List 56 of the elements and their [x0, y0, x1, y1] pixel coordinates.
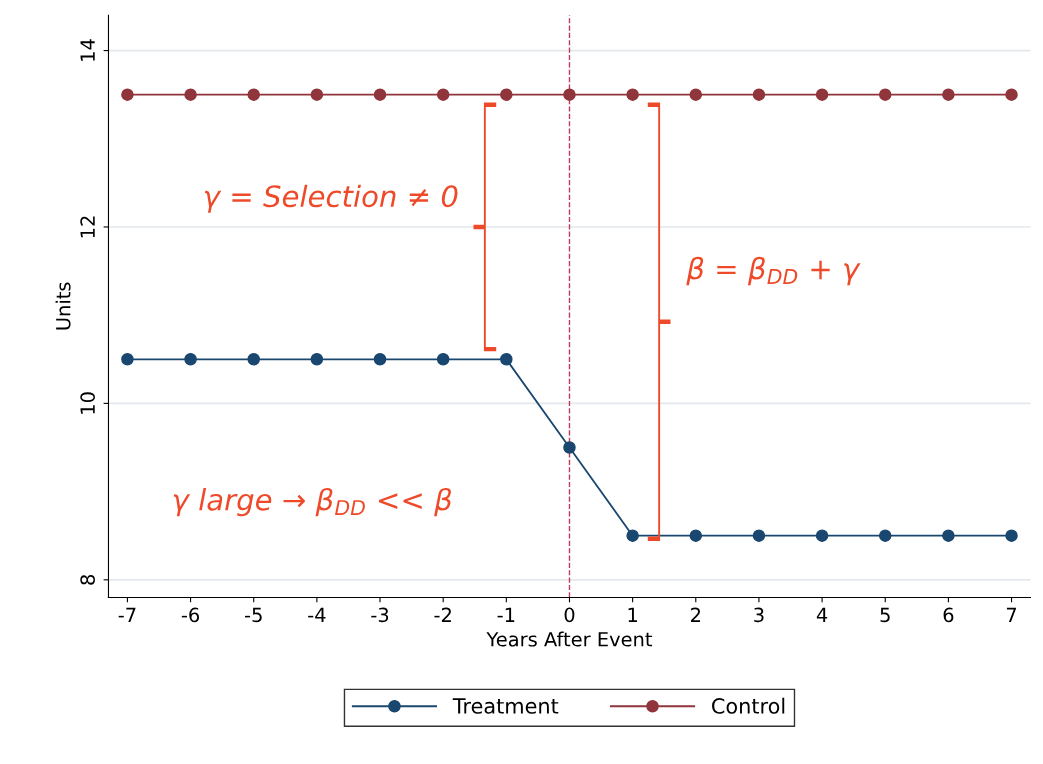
point [184, 88, 197, 101]
x-tick-label: 0 [564, 607, 575, 623]
x-tick-label: 2 [691, 607, 701, 622]
x-tick-label: 1 [628, 607, 638, 622]
x-tick-label: 5 [880, 607, 890, 623]
point [373, 353, 387, 366]
point [310, 353, 324, 366]
point [121, 88, 134, 101]
point [500, 353, 513, 366]
x-tick-label: -1 [497, 607, 515, 622]
point [752, 88, 766, 101]
x-tick-label: 6 [943, 607, 954, 623]
point [1005, 529, 1018, 542]
x-tick-label: -7 [118, 607, 136, 622]
legend-label: Treatment [452, 698, 559, 714]
y-tick-label: 10 [80, 392, 95, 414]
point [942, 88, 955, 101]
y-tick-label: 12 [80, 216, 95, 238]
x-tick-label: 4 [816, 607, 828, 622]
annotation: γ large → β$_{DD}$ << β [173, 487, 451, 517]
y-axis-title: Units [55, 282, 71, 330]
x-tick-label: -5 [244, 607, 262, 623]
x-tick-label: 3 [754, 607, 764, 623]
y-tick-label: 8 [80, 574, 95, 585]
x-tick-label: -6 [181, 607, 200, 623]
point [815, 529, 829, 542]
point [689, 529, 703, 542]
x-tick-label: 7 [1006, 607, 1017, 622]
point [310, 88, 324, 101]
point [436, 88, 450, 101]
point [878, 88, 892, 101]
point [878, 529, 892, 542]
point [373, 88, 387, 101]
x-tick-label: -4 [308, 607, 326, 622]
point [247, 88, 260, 101]
point [563, 441, 576, 454]
annotation: β = β$_{DD}$ + γ [686, 256, 861, 286]
point [626, 529, 639, 542]
point [247, 353, 260, 366]
x-tick-label: -2 [434, 607, 451, 622]
point [626, 88, 639, 101]
annotation: γ = Selection ≠ 0 [204, 184, 458, 213]
point [942, 529, 955, 542]
point [563, 88, 576, 101]
point [121, 353, 134, 366]
point [689, 88, 703, 101]
point [1005, 88, 1018, 101]
x-tick-label: -3 [371, 607, 389, 623]
point [500, 88, 513, 101]
point [752, 529, 766, 542]
legend-label: Control [712, 697, 785, 714]
point [184, 353, 197, 366]
y-tick-label: 14 [80, 39, 95, 61]
point [815, 88, 829, 101]
x-axis-title: Years After Event [486, 631, 653, 647]
point [436, 353, 450, 366]
